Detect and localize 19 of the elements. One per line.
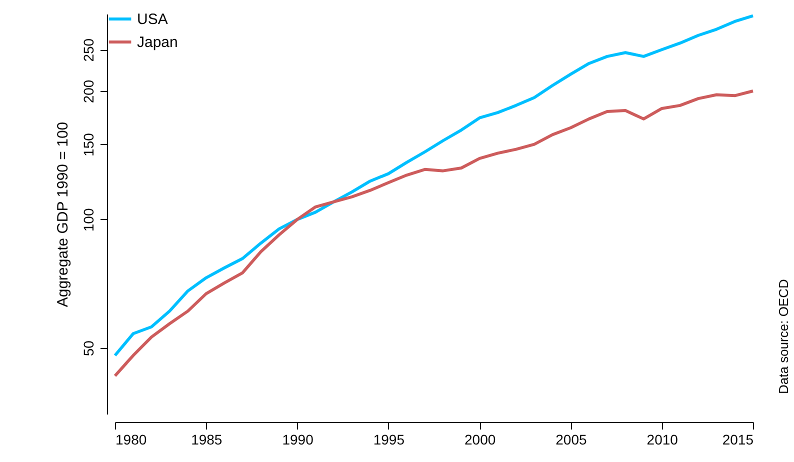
x-tick-label: 2000	[464, 432, 496, 448]
y-tick-label: 150	[80, 132, 96, 156]
y-tick-label: 250	[80, 38, 96, 62]
legend-label: Japan	[137, 34, 178, 51]
y-tick-label: 50	[80, 340, 96, 356]
x-tick-label: 1985	[191, 432, 222, 448]
y-tick-label: 100	[80, 208, 96, 232]
source-note: Data source: OECD	[776, 279, 791, 394]
x-tick-label: 2015	[722, 432, 754, 448]
x-tick-label: 2005	[556, 432, 587, 448]
y-axis-title: Aggregate GDP 1990 = 100	[54, 122, 72, 308]
x-tick-label: 1980	[116, 432, 147, 448]
x-tick-label: 2010	[646, 432, 678, 448]
line-series	[114, 14, 754, 357]
x-tick-label: 1995	[373, 432, 405, 448]
x-tick-label: 1990	[282, 432, 314, 448]
line-series	[114, 89, 754, 378]
legend-label: USA	[137, 11, 168, 28]
y-tick-label: 200	[80, 80, 96, 104]
